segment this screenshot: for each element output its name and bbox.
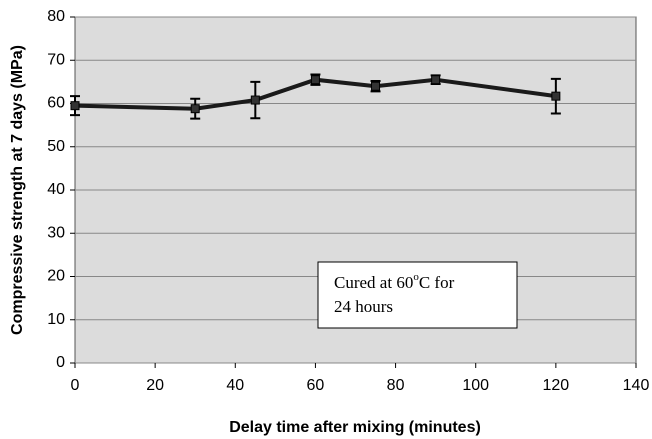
- grid: [70, 16, 637, 368]
- annotation-text: C for: [419, 273, 455, 292]
- y-tick-label: 80: [47, 8, 65, 25]
- x-tick-label: 20: [146, 377, 164, 394]
- y-tick-label: 30: [47, 224, 65, 241]
- x-tick-label: 80: [387, 377, 405, 394]
- y-tick-label: 0: [56, 354, 65, 371]
- annotation-box: [317, 261, 518, 329]
- x-axis-title: Delay time after mixing (minutes): [229, 419, 481, 436]
- marks: [70, 73, 561, 120]
- x-tick-label: 60: [307, 377, 325, 394]
- marker: [371, 81, 381, 91]
- y-axis-title: Compressive strength at 7 days (MPa): [9, 45, 26, 335]
- y-tick-label: 50: [47, 138, 65, 155]
- annotation-text: Cured at 60: [334, 273, 413, 292]
- marker: [310, 75, 320, 85]
- annotation: Cured at 60oC for: [334, 271, 455, 292]
- marker: [431, 75, 441, 85]
- y-tick-label: 60: [47, 95, 65, 112]
- x-tick-label: 100: [462, 377, 489, 394]
- y-tick-label: 40: [47, 181, 65, 198]
- x-tick-label: 0: [71, 377, 80, 394]
- marker: [551, 91, 561, 101]
- annotation-text: 24 hours: [334, 297, 393, 316]
- marker: [190, 104, 200, 114]
- x-tick-label: 120: [543, 377, 570, 394]
- x-tick-label: 140: [623, 377, 650, 394]
- marker: [250, 95, 260, 105]
- marker: [70, 101, 80, 111]
- annotation-sup: o: [413, 271, 419, 283]
- y-tick-label: 10: [47, 311, 65, 328]
- y-tick-label: 20: [47, 268, 65, 285]
- y-tick-label: 70: [47, 51, 65, 68]
- x-tick-label: 40: [226, 377, 244, 394]
